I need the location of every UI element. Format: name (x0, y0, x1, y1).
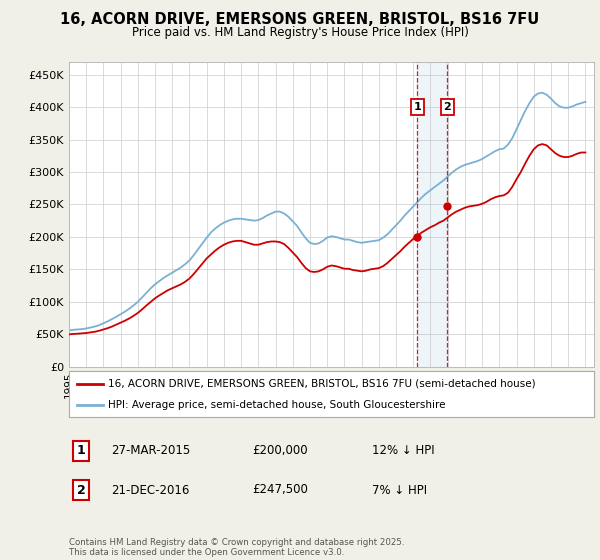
Text: £247,500: £247,500 (252, 483, 308, 497)
Text: £200,000: £200,000 (252, 444, 308, 458)
Text: 27-MAR-2015: 27-MAR-2015 (111, 444, 190, 458)
Text: 12% ↓ HPI: 12% ↓ HPI (372, 444, 434, 458)
Text: 2: 2 (443, 102, 451, 112)
Text: Price paid vs. HM Land Registry's House Price Index (HPI): Price paid vs. HM Land Registry's House … (131, 26, 469, 39)
Text: 16, ACORN DRIVE, EMERSONS GREEN, BRISTOL, BS16 7FU: 16, ACORN DRIVE, EMERSONS GREEN, BRISTOL… (61, 12, 539, 27)
Text: 16, ACORN DRIVE, EMERSONS GREEN, BRISTOL, BS16 7FU (semi-detached house): 16, ACORN DRIVE, EMERSONS GREEN, BRISTOL… (109, 379, 536, 389)
Text: 2: 2 (77, 483, 85, 497)
Text: Contains HM Land Registry data © Crown copyright and database right 2025.
This d: Contains HM Land Registry data © Crown c… (69, 538, 404, 557)
Bar (417, 62, 447, 367)
Text: 1: 1 (77, 444, 85, 458)
Text: HPI: Average price, semi-detached house, South Gloucestershire: HPI: Average price, semi-detached house,… (109, 400, 446, 410)
Text: 1: 1 (413, 102, 421, 112)
Text: 7% ↓ HPI: 7% ↓ HPI (372, 483, 427, 497)
Text: 21-DEC-2016: 21-DEC-2016 (111, 483, 190, 497)
